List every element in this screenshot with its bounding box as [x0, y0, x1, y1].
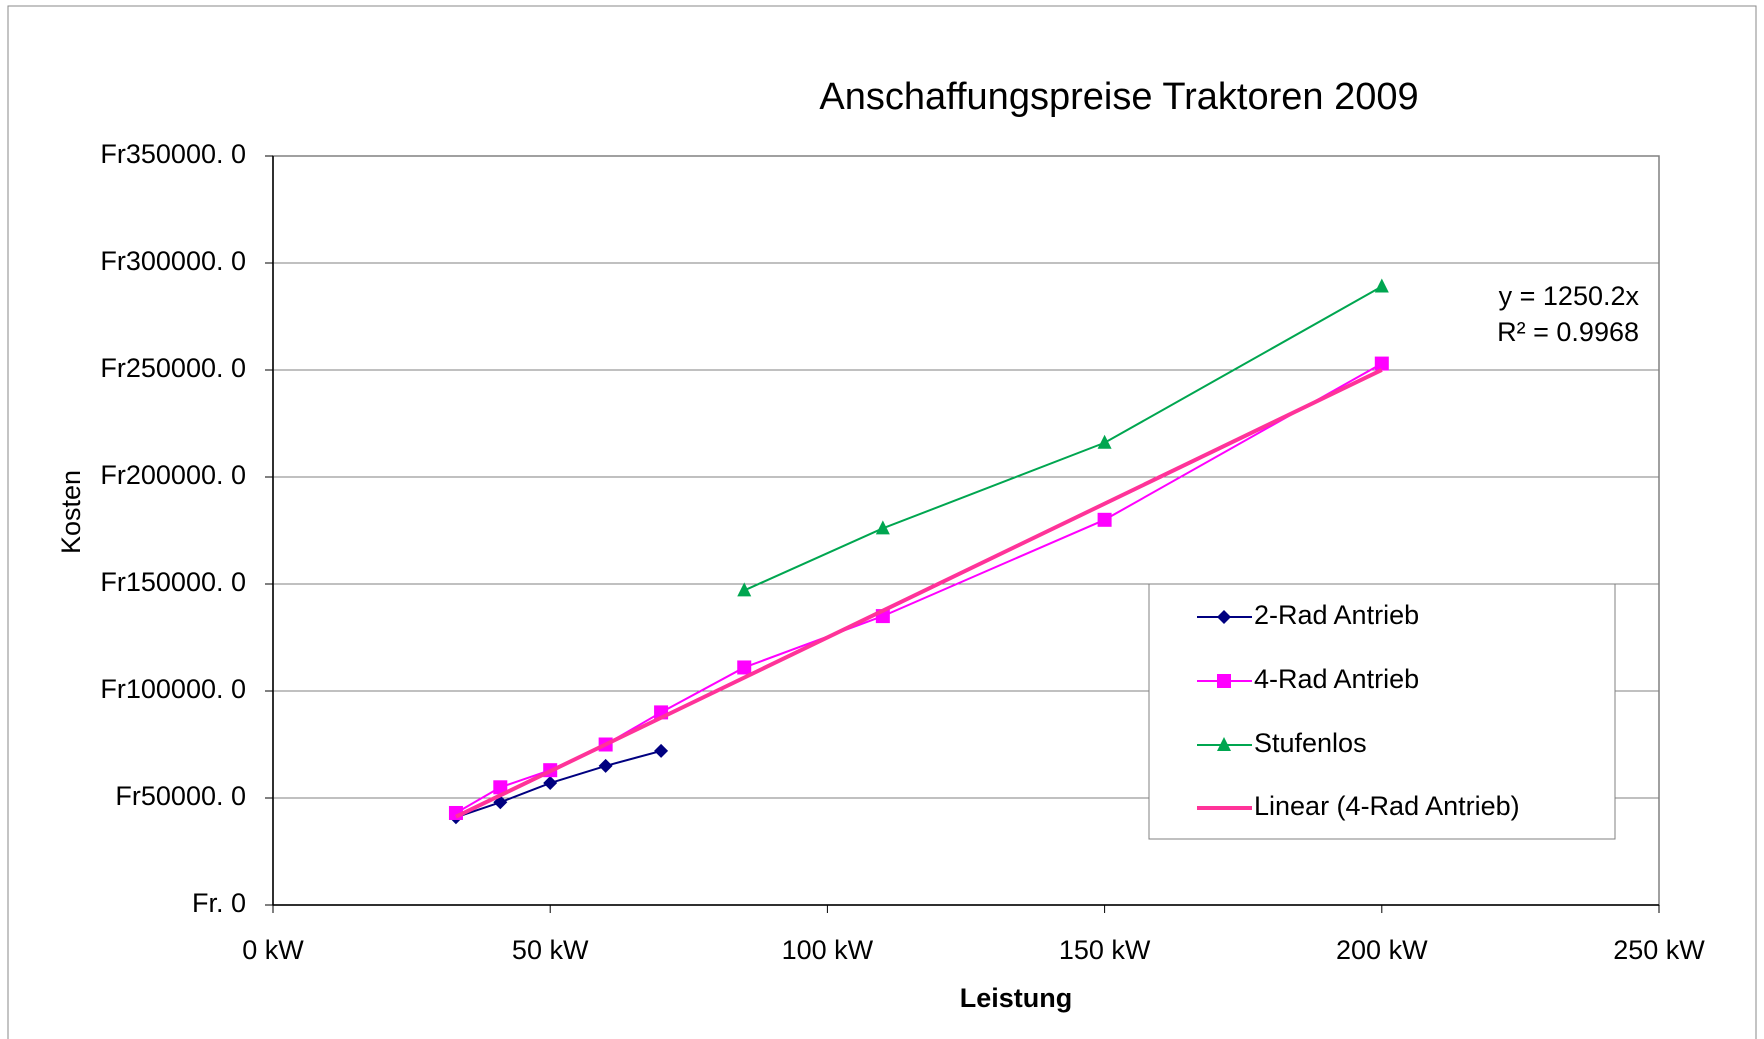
x-axis-label: Leistung [960, 983, 1073, 1013]
x-tick-label: 50 kW [512, 935, 589, 965]
y-tick-label: Fr. 0 [192, 888, 246, 918]
y-tick-label: Fr50000. 0 [115, 781, 246, 811]
x-tick-label: 250 kW [1613, 935, 1705, 965]
marker [1217, 610, 1231, 624]
y-tick-label: Fr150000. 0 [100, 567, 246, 597]
marker [1097, 512, 1112, 527]
y-tick-label: Fr100000. 0 [100, 674, 246, 704]
marker [1374, 278, 1389, 293]
marker [598, 758, 613, 773]
marker [875, 520, 890, 535]
marker [1217, 674, 1231, 688]
y-tick-label: Fr200000. 0 [100, 460, 246, 490]
trendline [455, 368, 1383, 819]
marker [1374, 356, 1389, 371]
y-tick-label: Fr250000. 0 [100, 353, 246, 383]
y-tick-label: Fr350000. 0 [100, 139, 246, 169]
legend-label: Linear (4-Rad Antrieb) [1254, 791, 1520, 821]
marker [654, 743, 669, 758]
y-axis-label: Kosten [56, 470, 86, 554]
y-tick-label: Fr300000. 0 [100, 246, 246, 276]
chart-title: Anschaffungspreise Traktoren 2009 [819, 76, 1418, 118]
legend [1148, 583, 1616, 840]
x-tick-label: 100 kW [782, 935, 874, 965]
legend-label: 2-Rad Antrieb [1254, 600, 1419, 630]
series-line [743, 285, 1383, 592]
marker [1097, 434, 1112, 449]
legend-label: Stufenlos [1254, 728, 1367, 758]
trendline-equation: y = 1250.2x [1499, 281, 1640, 311]
marker [543, 776, 558, 791]
x-tick-label: 200 kW [1336, 935, 1428, 965]
marker [737, 582, 752, 597]
marker [737, 660, 752, 675]
legend-label: 4-Rad Antrieb [1254, 664, 1419, 694]
marker [1217, 737, 1231, 751]
x-tick-label: 150 kW [1059, 935, 1151, 965]
trendline-r2: R² = 0.9968 [1497, 317, 1639, 347]
marker [493, 780, 508, 795]
x-tick-label: 0 kW [242, 935, 304, 965]
